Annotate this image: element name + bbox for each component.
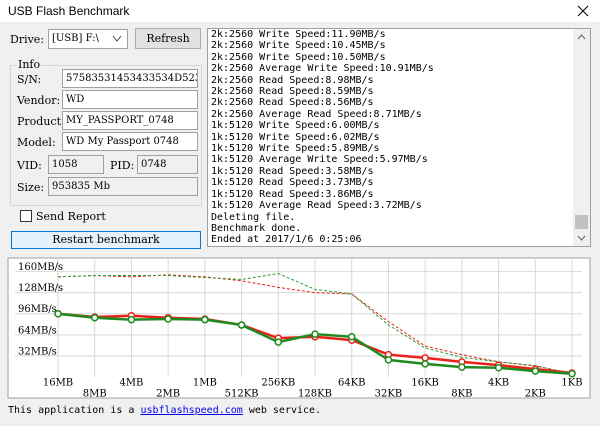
data-point	[311, 330, 319, 338]
data-point	[237, 321, 246, 329]
x-tick-label: 128KB	[298, 389, 332, 400]
data-point	[201, 315, 209, 324]
data-point	[531, 367, 540, 375]
log-line: 1k:5120 Average Write Speed:5.97MB/s	[211, 154, 428, 166]
info-label: Product:	[17, 115, 65, 128]
drive-value: [USB] F:\	[52, 33, 99, 44]
info-group	[10, 65, 202, 206]
close-button[interactable]	[576, 4, 590, 18]
size-label: Size:	[17, 181, 45, 194]
data-point	[274, 338, 283, 346]
size-field: 953835 Mb	[48, 177, 198, 196]
log-line: 1k:5120 Read Speed:3.86MB/s	[211, 188, 374, 200]
refresh-button[interactable]: Refresh	[135, 28, 201, 49]
info-field[interactable]: WD My Passport 0748	[62, 132, 198, 151]
window-title: USB Flash Benchmark	[8, 4, 130, 18]
footer-text: web service.	[242, 405, 322, 416]
pid-label: PID:	[110, 159, 135, 172]
data-point	[127, 315, 136, 324]
log-line: 1k:5120 Read Speed:3.58MB/s	[211, 165, 374, 177]
log-line: 2k:2560 Read Speed:8.98MB/s	[211, 74, 374, 86]
log-line: Benchmark done.	[211, 222, 302, 234]
x-tick-label: 2MB	[156, 389, 180, 400]
log-line: 2k:2560 Write Speed:10.45MB/s	[211, 40, 386, 52]
info-field[interactable]: 57583531453433534D523034	[62, 69, 198, 88]
footer-text: This application is a	[8, 405, 141, 416]
x-tick-label: 8MB	[83, 389, 107, 400]
drive-select[interactable]: [USB] F:\	[48, 29, 128, 49]
x-tick-label: 1KB	[561, 378, 582, 389]
x-tick-label: 1MB	[193, 378, 217, 389]
series-line	[57, 273, 573, 375]
chart-frame	[7, 257, 591, 399]
log-line: 2k:2560 Read Speed:8.59MB/s	[211, 86, 374, 98]
x-tick-label: 16MB	[43, 378, 73, 389]
info-label: S/N:	[17, 73, 42, 86]
info-label: Vendor:	[17, 94, 61, 107]
log-line: 1k:5120 Read Speed:3.73MB/s	[211, 177, 374, 189]
x-tick-label: 4MB	[119, 378, 143, 389]
y-tick-label: 160MB/s	[18, 262, 63, 273]
x-tick-label: 32KB	[375, 389, 403, 400]
data-point	[421, 354, 429, 362]
x-tick-label: 8KB	[451, 389, 472, 400]
scrollbar[interactable]	[573, 29, 590, 246]
info-group-title: Info	[17, 58, 42, 71]
data-point	[568, 369, 576, 378]
title-bar	[0, 0, 600, 22]
x-tick-label: 2KB	[525, 389, 546, 400]
log-line: 1k:5120 Write Speed:6.02MB/s	[211, 131, 380, 143]
vid-label: VID:	[17, 159, 42, 172]
drive-label: Drive:	[10, 33, 45, 46]
send-report-label[interactable]: Send Report	[36, 210, 106, 223]
data-point	[421, 360, 429, 368]
log-line: 1k:5120 Write Speed:6.00MB/s	[211, 120, 380, 132]
x-tick-label: 64KB	[338, 378, 366, 389]
log-box: 2k:2560 Write Speed:11.90MB/s 2k:2560 Wri…	[207, 28, 591, 247]
footer-link[interactable]: usbflashspeed.com	[140, 405, 243, 416]
series-line	[57, 274, 573, 375]
y-tick-label: 64MB/s	[18, 325, 57, 336]
send-report-checkbox[interactable]	[20, 210, 32, 222]
log-line: 2k:2560 Write Speed:11.90MB/s	[211, 29, 386, 40]
log-line: Deleting file.	[211, 211, 296, 223]
data-point	[54, 309, 62, 318]
log-line: 1k:5120 Average Read Speed:3.72MB/s	[211, 200, 422, 212]
restart-button[interactable]: Restart benchmark	[11, 231, 201, 249]
dropdown-arrow	[112, 35, 122, 42]
log-line: 1k:5120 Write Speed:5.89MB/s	[211, 143, 380, 155]
y-tick-label: 96MB/s	[18, 304, 57, 315]
info-field[interactable]: MY_PASSPORT_0748	[62, 111, 198, 130]
x-tick-label: 4KB	[488, 378, 509, 389]
log-line: 2k:2560 Read Speed:8.56MB/s	[211, 97, 374, 109]
vid-field: 1058	[48, 155, 104, 174]
log-line: Ended at 2017/1/6 0:25:06	[211, 234, 362, 246]
log-line: 2k:2560 Average Write Speed:10.91MB/s	[211, 63, 434, 75]
info-label: Model:	[17, 136, 56, 149]
footer: This application is a usbflashspeed.com …	[8, 405, 321, 416]
log-line: 2k:2560 Write Speed:10.50MB/s	[211, 51, 386, 63]
data-point	[90, 313, 99, 322]
y-tick-label: 128MB/s	[18, 283, 63, 294]
x-tick-label: 16KB	[411, 378, 439, 389]
y-tick-label: 32MB/s	[18, 346, 57, 357]
data-point	[347, 333, 356, 341]
data-point	[164, 315, 172, 323]
info-field[interactable]: WD	[62, 90, 198, 109]
x-tick-label: 512KB	[225, 389, 259, 400]
x-tick-label: 256KB	[261, 378, 295, 389]
pid-field: 0748	[137, 155, 198, 174]
data-point	[458, 363, 466, 371]
data-point	[494, 364, 503, 372]
log-line: 2k:2560 Average Read Speed:8.71MB/s	[211, 108, 422, 120]
data-point	[384, 356, 393, 364]
